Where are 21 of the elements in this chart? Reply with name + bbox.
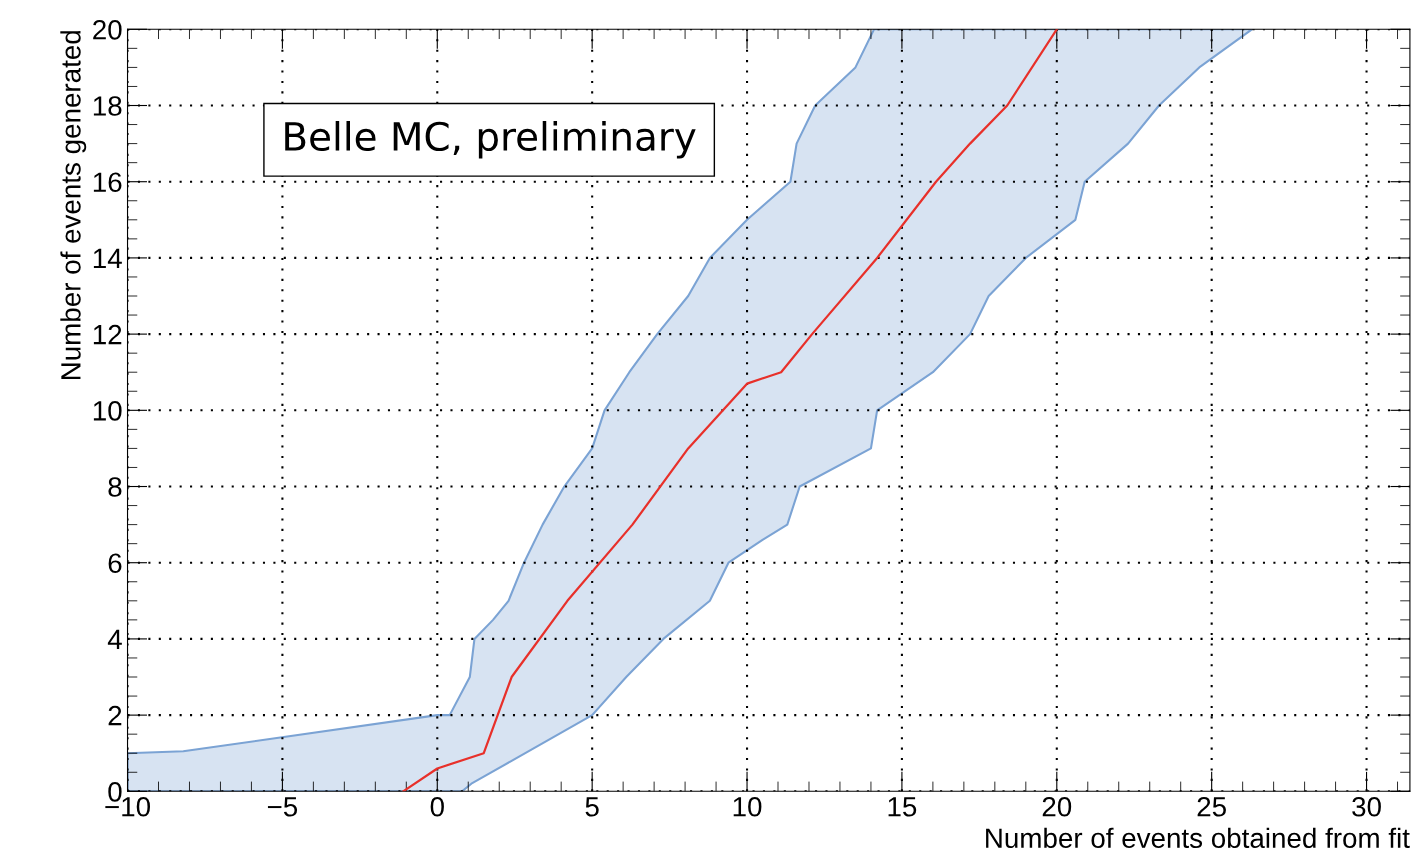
x-axis-title: Number of events obtained from fit: [986, 827, 1410, 849]
x-tick-label: 20: [1042, 796, 1072, 817]
x-tick-label: 15: [888, 797, 917, 817]
y-tick-label: 8: [108, 477, 122, 497]
y-tick-label: 2: [108, 705, 122, 726]
y-tick-label: 12: [93, 324, 122, 345]
y-tick-label: 4: [107, 629, 122, 649]
x-tick-label: 30: [1352, 796, 1381, 817]
x-tick-label: −5: [267, 797, 298, 817]
x-tick-label: 25: [1197, 796, 1226, 817]
y-tick-label: 20: [93, 19, 122, 40]
y-axis-title: Number of events generated: [60, 31, 87, 380]
y-tick-label: 18: [93, 96, 122, 116]
y-tick-label: 16: [93, 172, 122, 193]
x-tick-label: 5: [585, 797, 599, 817]
y-tick-label: 10: [93, 400, 122, 421]
x-tick-label: 0: [430, 796, 444, 817]
x-tick-label: 10: [733, 796, 762, 817]
y-tick-label: 14: [93, 248, 122, 268]
annotation: Belle MC, preliminary: [285, 120, 696, 159]
y-tick-label: 6: [108, 553, 122, 574]
